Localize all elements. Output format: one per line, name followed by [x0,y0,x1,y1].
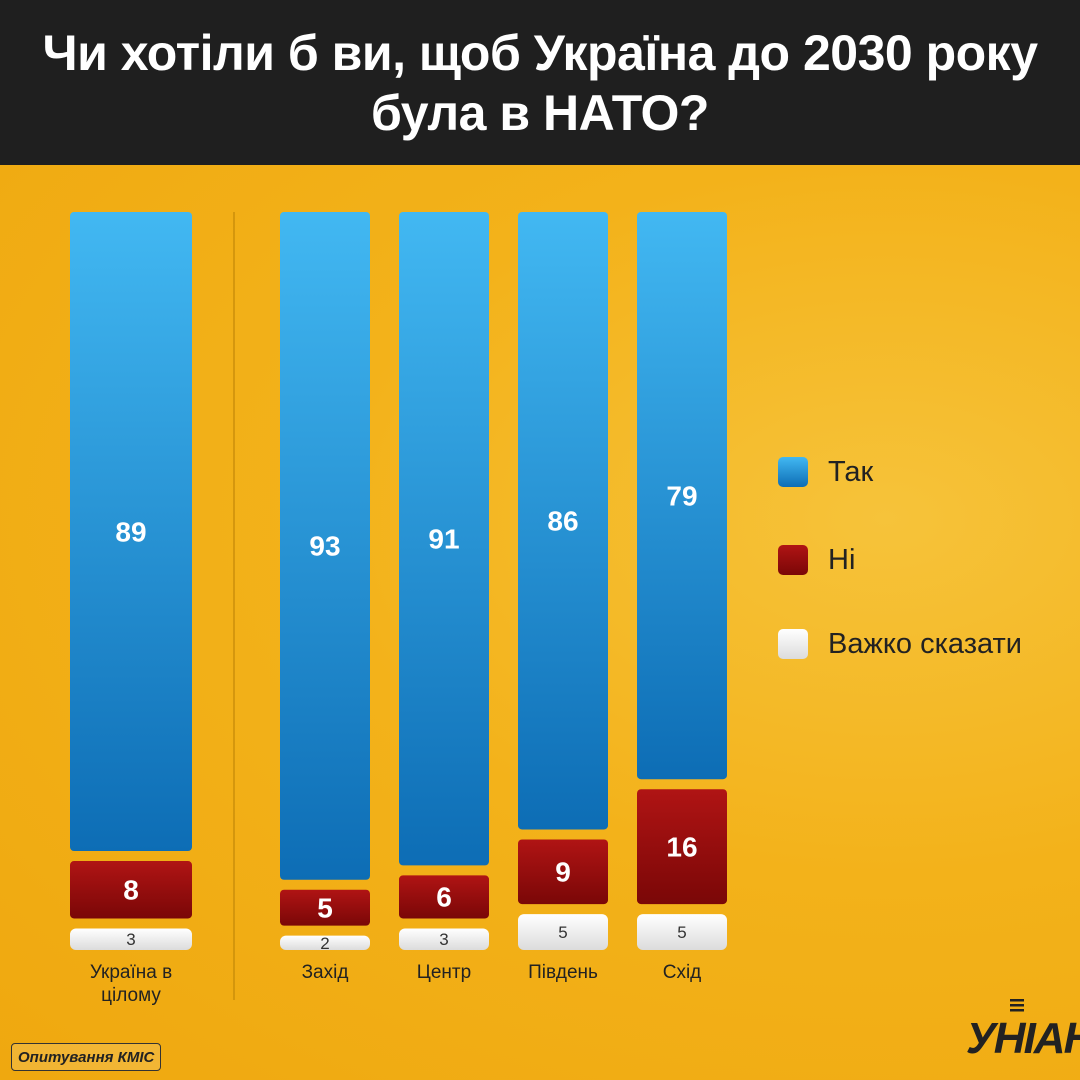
value-label-yes-4: 79 [666,480,697,511]
bar-unsure-4 [637,914,727,950]
bar-no-3 [518,839,608,905]
value-label-yes-1: 93 [309,531,340,562]
category-label-4: Схід [663,962,702,983]
bar-unsure-3 [518,914,608,950]
bar-no-4 [637,789,727,905]
header-bar: Чи хотіли б ви, щоб Україна до 2030 року… [0,0,1080,165]
value-label-no-0: 8 [123,875,139,906]
bar-unsure-1 [280,935,370,950]
legend-swatch-no [778,545,808,575]
bar-yes-1 [280,212,370,880]
value-label-no-2: 6 [436,882,452,913]
bar-no-2 [399,875,489,919]
bar-yes-4 [637,212,727,780]
source-label: Опитування КМІС [11,1043,162,1071]
bar-no-1 [280,889,370,926]
legend-label-unsure: Важко сказати [828,627,1022,660]
bar-yes-0 [70,212,192,852]
logo-mark-icon [1010,999,1024,1012]
legend-item-yes: Так [778,455,873,489]
value-label-no-3: 9 [555,857,571,888]
value-label-unsure-1: 2 [320,934,329,953]
value-label-no-4: 16 [666,831,697,862]
uniian-logo: УНІАН [966,998,1080,1064]
bar-yes-2 [399,212,489,866]
value-label-unsure-2: 3 [439,930,448,949]
value-label-unsure-3: 5 [558,923,567,942]
value-label-unsure-0: 3 [126,930,135,949]
logo-text: УНІАН [966,1014,1080,1063]
legend-item-no: Ні [778,543,855,577]
legend-swatch-yes [778,457,808,487]
category-label-3: Південь [528,962,598,983]
legend-swatch-unsure [778,629,808,659]
legend-label-yes: Так [828,455,874,488]
category-label-1: Захід [302,962,349,983]
category-label-0: Україна в цілому [90,962,172,1006]
value-label-no-1: 5 [317,892,333,923]
bar-no-0 [70,861,192,919]
chart-title: Чи хотіли б ви, щоб Україна до 2030 року… [42,24,1038,141]
bar-yes-3 [518,212,608,830]
legend-item-unsure: Важко сказати [778,627,1022,661]
bar-unsure-2 [399,928,489,950]
value-label-yes-0: 89 [115,516,146,547]
value-label-yes-2: 91 [428,523,459,554]
category-label-2: Центр [417,962,471,983]
value-label-yes-3: 86 [547,506,578,537]
legend-label-no: Ні [828,543,856,576]
value-label-unsure-4: 5 [677,923,686,942]
bar-unsure-0 [70,928,192,950]
